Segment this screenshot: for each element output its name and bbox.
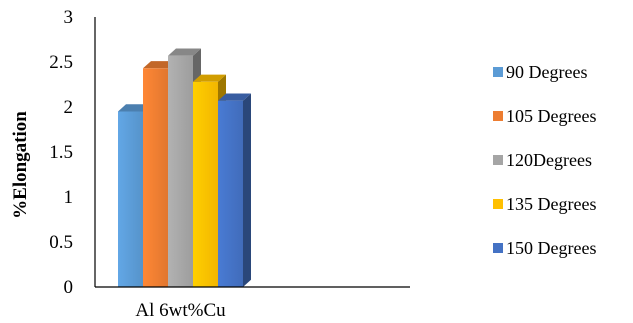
bar-front	[218, 100, 243, 287]
legend-item: 105 Degrees	[493, 104, 596, 128]
legend-item: 150 Degrees	[493, 236, 596, 260]
legend-label: 135 Degrees	[506, 193, 597, 214]
bar-front	[143, 68, 168, 287]
y-tick-label: 2	[64, 97, 74, 118]
legend-item: 135 Degrees	[493, 192, 596, 216]
bar-front	[193, 81, 218, 287]
legend-swatch	[493, 199, 503, 209]
bar-side	[243, 93, 251, 287]
legend-swatch	[493, 243, 503, 253]
bar-top	[118, 104, 151, 112]
legend-label: 120Degrees	[506, 149, 592, 170]
y-axis-title: %Elongation	[10, 111, 31, 219]
legend-swatch	[493, 155, 503, 165]
legend-swatch	[493, 111, 503, 121]
x-axis-categories: Al 6wt%Cu	[135, 300, 226, 321]
bar	[218, 93, 251, 287]
y-axis: 0 0.5 1 1.5 2 2.5 3	[49, 7, 73, 298]
legend-label: 90 Degrees	[506, 61, 588, 82]
legend-swatch	[493, 67, 503, 77]
y-tick-label: 1.5	[49, 142, 73, 163]
legend-label: 105 Degrees	[506, 105, 597, 126]
bar-top	[218, 93, 251, 101]
bar-front	[168, 55, 193, 288]
y-tick-label: 1	[64, 187, 74, 208]
y-tick-label: 2.5	[49, 52, 73, 73]
bar-top	[168, 48, 201, 56]
legend-item: 120Degrees	[493, 148, 592, 172]
bar-front	[118, 111, 143, 287]
bar-top	[143, 61, 176, 69]
legend-item: 90 Degrees	[493, 60, 587, 84]
bar-top	[193, 74, 226, 82]
y-tick-label: 0.5	[49, 232, 73, 253]
legend-label: 150 Degrees	[506, 237, 597, 258]
y-tick-label: 0	[64, 277, 74, 298]
bars	[118, 48, 251, 288]
x-category-label: Al 6wt%Cu	[135, 300, 226, 321]
y-tick-label: 3	[64, 7, 74, 28]
